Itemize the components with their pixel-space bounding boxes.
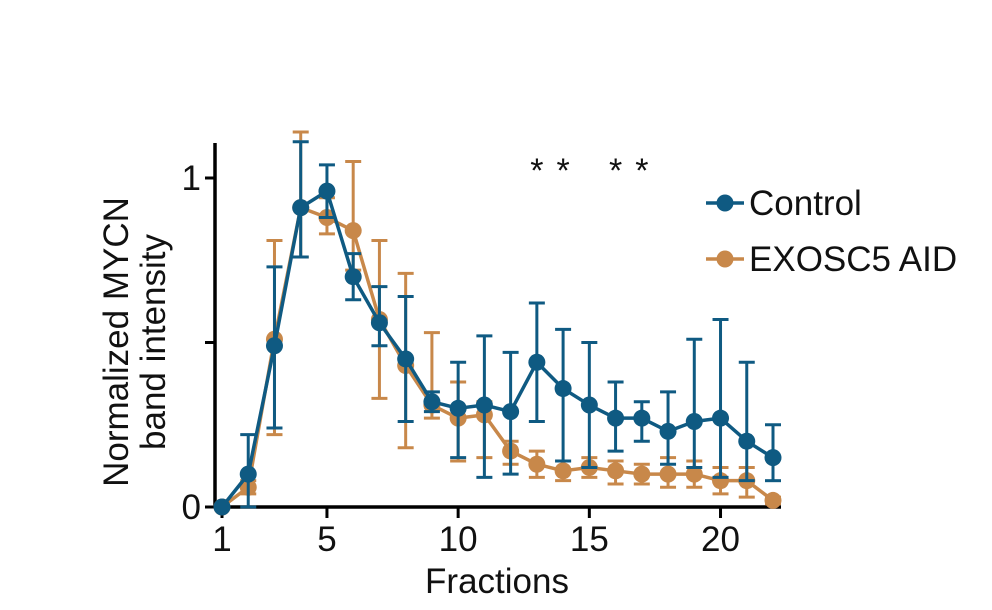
data-point [633, 465, 651, 483]
data-point [580, 396, 598, 414]
x-axis-label: Fractions [425, 562, 569, 601]
data-point [265, 337, 283, 355]
data-point [607, 462, 625, 480]
data-marks: * * * * [213, 130, 782, 516]
data-point [449, 399, 467, 417]
data-point [554, 380, 572, 398]
data-point [712, 409, 730, 427]
series-exosc5-aid [213, 130, 782, 516]
axes: 011 5 10 15 20 [182, 143, 781, 559]
legend-label: Control [749, 184, 862, 223]
data-point [685, 412, 703, 430]
series-line [220, 205, 775, 509]
y-tick-label: 1 [182, 159, 201, 198]
data-point [659, 465, 677, 483]
x-tick-label: 15 [570, 520, 609, 559]
legend-label: EXOSC5 AID [749, 240, 957, 279]
legend-item: EXOSC5 AID [706, 240, 957, 279]
x-tick-label: 20 [701, 520, 740, 559]
axis-labels: Fractions Normalized MYCN band intensity [97, 197, 569, 601]
data-point [344, 268, 362, 286]
y-axis-label-line1: Normalized MYCN [97, 197, 136, 487]
series-line [220, 189, 774, 509]
data-point [423, 393, 441, 411]
data-point [292, 199, 310, 217]
data-point [659, 422, 677, 440]
data-point [370, 314, 388, 332]
x-tick-label: 5 [317, 520, 336, 559]
data-point [607, 409, 625, 427]
data-point [239, 465, 257, 483]
data-point [397, 350, 415, 368]
data-point [685, 465, 703, 483]
data-point [528, 353, 546, 371]
data-point [633, 409, 651, 427]
legend: Control EXOSC5 AID [706, 184, 957, 279]
series-control [213, 140, 782, 516]
data-point [318, 182, 336, 200]
legend-marker [716, 250, 734, 268]
significance-star: * [609, 152, 622, 190]
data-point [475, 396, 493, 414]
data-point [554, 462, 572, 480]
y-tick-label: 0 [182, 488, 201, 527]
data-point [764, 449, 782, 467]
data-point [502, 403, 520, 421]
data-point [764, 491, 782, 509]
legend-item: Control [706, 184, 862, 223]
x-tick-label: 10 [439, 520, 478, 559]
data-point [528, 455, 546, 473]
legend-marker [716, 194, 734, 212]
y-axis-label-line2: band intensity [134, 234, 173, 450]
data-point [738, 432, 756, 450]
data-point [213, 498, 231, 516]
significance-star: * [635, 152, 648, 190]
data-point [344, 222, 362, 240]
x-tick-label: 1 [212, 520, 231, 559]
significance-star: * [530, 152, 543, 190]
significance-star: * [556, 152, 569, 190]
